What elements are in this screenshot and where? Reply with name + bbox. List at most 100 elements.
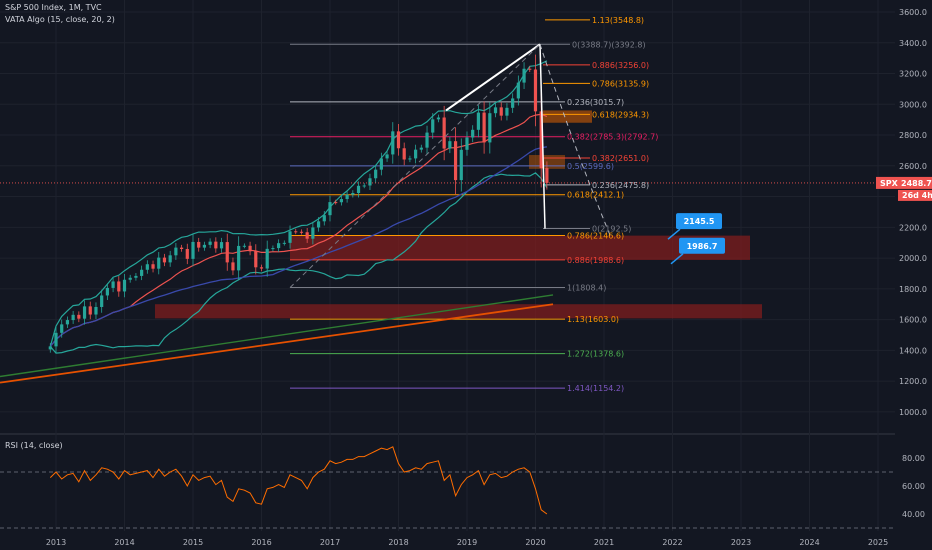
zone-rect [155,304,762,319]
candle-body [157,257,161,269]
candle-body [185,249,189,259]
candle-body [414,149,418,159]
candle-body [299,231,304,233]
fib-lines [290,19,590,389]
fib-label: 1.272(1378.6) [567,350,624,359]
candle-body [128,277,132,280]
drawing-overlays [0,43,895,288]
price-tick: 1800.0 [899,285,927,294]
candle-body [385,154,389,159]
candle-body [436,117,441,120]
wedge-upper [445,43,541,112]
candle-body [202,244,207,248]
fib-label: 0.236(3015.7) [567,98,624,107]
year-tick: 2014 [114,538,134,547]
rsi-tick: 40.00 [902,510,925,519]
candle-body [259,267,264,269]
price-tag-bg [876,176,932,189]
candle-body [425,132,429,148]
candle-body [282,242,286,244]
fib-label: 0.886(1988.6) [567,256,624,265]
rsi-tick: 60.00 [902,482,925,491]
candle-body [151,264,155,269]
rsi-tick: 80.00 [902,454,925,463]
candle-body [140,269,144,276]
candle-body [408,158,412,160]
price-tag-symbol: SPX [880,179,899,188]
candle-body [277,243,281,249]
candle-body [396,131,401,149]
candle-body [453,141,458,181]
candle-body [545,168,549,183]
year-tick: 2015 [183,538,203,547]
callout-box [676,213,722,230]
price-tick: 2800.0 [899,131,927,140]
price-tick: 3200.0 [899,70,927,79]
candle-body [219,242,224,249]
rsi-pane [0,446,895,529]
candle-body [191,241,195,259]
candle-body [231,262,235,271]
candles [48,54,549,353]
price-tag-value: 2488.7 [901,179,932,188]
candle-body [311,227,315,239]
candle-body [145,264,149,270]
candle-body [511,98,515,108]
candle-body [134,275,138,278]
candle-body [316,221,321,228]
candle-body [208,241,212,245]
candle-body [505,107,509,116]
candle-body [339,199,344,203]
lower-band [49,172,548,354]
candle-body [328,202,332,216]
candle-body [88,306,92,315]
moving-averages [0,60,554,384]
candle-body [391,131,395,155]
candle-body [271,248,275,250]
callout-pointer [667,228,681,240]
candle-body [345,194,349,200]
fib-label: 0(3388.7)(3392.8) [572,40,646,49]
drop-line [539,44,546,229]
fib-label: 0.236(2475.8) [592,181,649,190]
candle-body [174,247,178,256]
fib-label: 1(1808.4) [567,284,606,293]
candle-body [459,149,463,181]
candle-body [82,306,87,319]
callout-text: 2145.5 [684,217,715,226]
price-tick: 2000.0 [899,254,927,263]
price-tick: 1600.0 [899,316,927,325]
candle-body [419,147,423,150]
countdown-bg [898,189,932,201]
rsi-title: RSI (14, close) [5,441,63,450]
upper-band [49,60,548,347]
candle-body [488,113,492,143]
long-ma-orange [0,303,554,384]
year-tick: 2018 [388,538,408,547]
candle-body [71,314,75,321]
candle-body [356,185,361,194]
candle-body [465,137,469,150]
candle-body [168,255,172,263]
candle-body [482,112,486,143]
candle-body [374,169,378,179]
rsi-line [49,446,548,515]
fib-label: 0.618(2412.1) [567,191,624,200]
candle-body [288,231,292,243]
zone-rect [290,235,750,260]
zone-rect [543,110,592,123]
candle-body [242,245,246,247]
price-tick: 2200.0 [899,223,927,232]
year-tick: 2019 [457,538,477,547]
price-tick: 3400.0 [899,39,927,48]
fib-label: 0.382(2785.3)(2792.7) [567,133,658,142]
candle-body [65,320,70,325]
labels: 1.13(3548.8) 0(3388.7)(3392.8) 0.886(3256.… [567,16,932,393]
candle-body [60,324,64,333]
candle-body [516,82,520,99]
candle-body [379,158,383,170]
year-tick: 2024 [799,538,819,547]
fib-label: 0.618(2934.3) [592,110,649,119]
indicator-title: VATA Algo (15, close, 20, 2) [5,15,115,24]
